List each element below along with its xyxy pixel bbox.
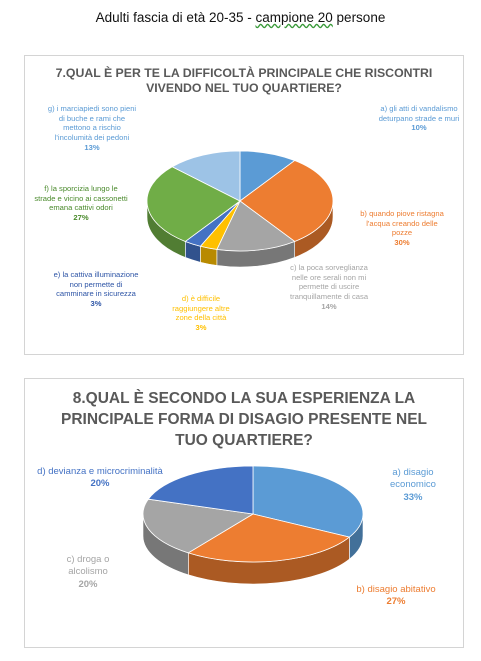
pie-data-label: d) è difficile raggiungere altre zone de… (165, 294, 237, 333)
chart-7-pie (146, 150, 334, 268)
pie-slice (147, 465, 254, 515)
pie-category-label: d) è difficile raggiungere altre zone de… (172, 294, 230, 323)
pie-slice (142, 498, 255, 554)
page-title: Adulti fascia di età 20-35 - campione 20… (95, 10, 386, 25)
pie-percent-label: 10% (411, 123, 427, 133)
pie-data-label: c) la poca sorveglianza nelle ore serali… (283, 263, 375, 312)
pie-data-label: e) la cattiva illuminazione non permette… (53, 270, 139, 309)
chart-7-title: 7.QUAL È PER TE LA DIFFICOLTÀ PRINCIPALE… (55, 66, 433, 95)
pie-data-label: a) disagio economico 33% (371, 467, 455, 504)
pie-data-label: b) quando piove ristagna l'acqua creando… (357, 209, 447, 248)
pie-category-label: c) droga o alcolismo (66, 554, 110, 578)
pie-percent-label: 27% (386, 596, 406, 608)
pie-category-label: a) disagio economico (390, 467, 436, 491)
pie-slice (146, 166, 241, 242)
chart-8-title: 8.QUAL È SECONDO LA SUA ESPERIENZA LA PR… (61, 390, 427, 449)
pie-percent-label: 14% (321, 301, 337, 311)
pie-category-label: b) disagio abitativo (356, 584, 436, 595)
pie-percent-label: 30% (394, 238, 410, 248)
pie-percent-label: 33% (403, 491, 423, 503)
pie-percent-label: 13% (84, 142, 100, 152)
pie-slice (252, 465, 364, 538)
pie-category-label: g) i marciapiedi sono pieni di buche e r… (47, 104, 137, 143)
pie-data-label: c) droga o alcolismo 20% (47, 554, 129, 591)
pie-percent-label: 20% (78, 578, 98, 590)
pie-data-label: b) disagio abitativo 27% (351, 584, 441, 609)
pie-percent-label: 3% (90, 299, 102, 309)
pie-percent-label: 20% (90, 478, 110, 490)
pie-percent-label: 3% (195, 323, 207, 333)
pie-slice (171, 150, 241, 202)
pie-data-label: f) la sporcizia lungo le strade e vicino… (33, 184, 129, 223)
chart-8-frame: 8.QUAL È SECONDO LA SUA ESPERIENZA LA PR… (24, 378, 464, 648)
pie-category-label: c) la poca sorveglianza nelle ore serali… (289, 263, 369, 302)
pie-data-label: a) gli atti di vandalismo deturpano stra… (378, 104, 460, 133)
pie-slice (239, 160, 334, 242)
pie-category-label: d) devianza e microcriminalità (37, 466, 163, 477)
pie-data-label: d) devianza e microcriminalità 20% (35, 466, 165, 491)
pie-slice (216, 200, 296, 252)
chart-7-frame: 7.QUAL È PER TE LA DIFFICOLTÀ PRINCIPALE… (24, 55, 464, 355)
chart-8-pie (142, 465, 364, 585)
pie-percent-label: 27% (73, 213, 89, 223)
pie-slice (187, 513, 351, 563)
pie-category-label: e) la cattiva illuminazione non permette… (53, 270, 139, 299)
pie-data-label: g) i marciapiedi sono pieni di buche e r… (47, 104, 137, 153)
pie-category-label: b) quando piove ristagna l'acqua creando… (360, 209, 444, 238)
pie-category-label: a) gli atti di vandalismo deturpano stra… (378, 104, 460, 123)
pie-category-label: f) la sporcizia lungo le strade e vicino… (34, 184, 128, 213)
